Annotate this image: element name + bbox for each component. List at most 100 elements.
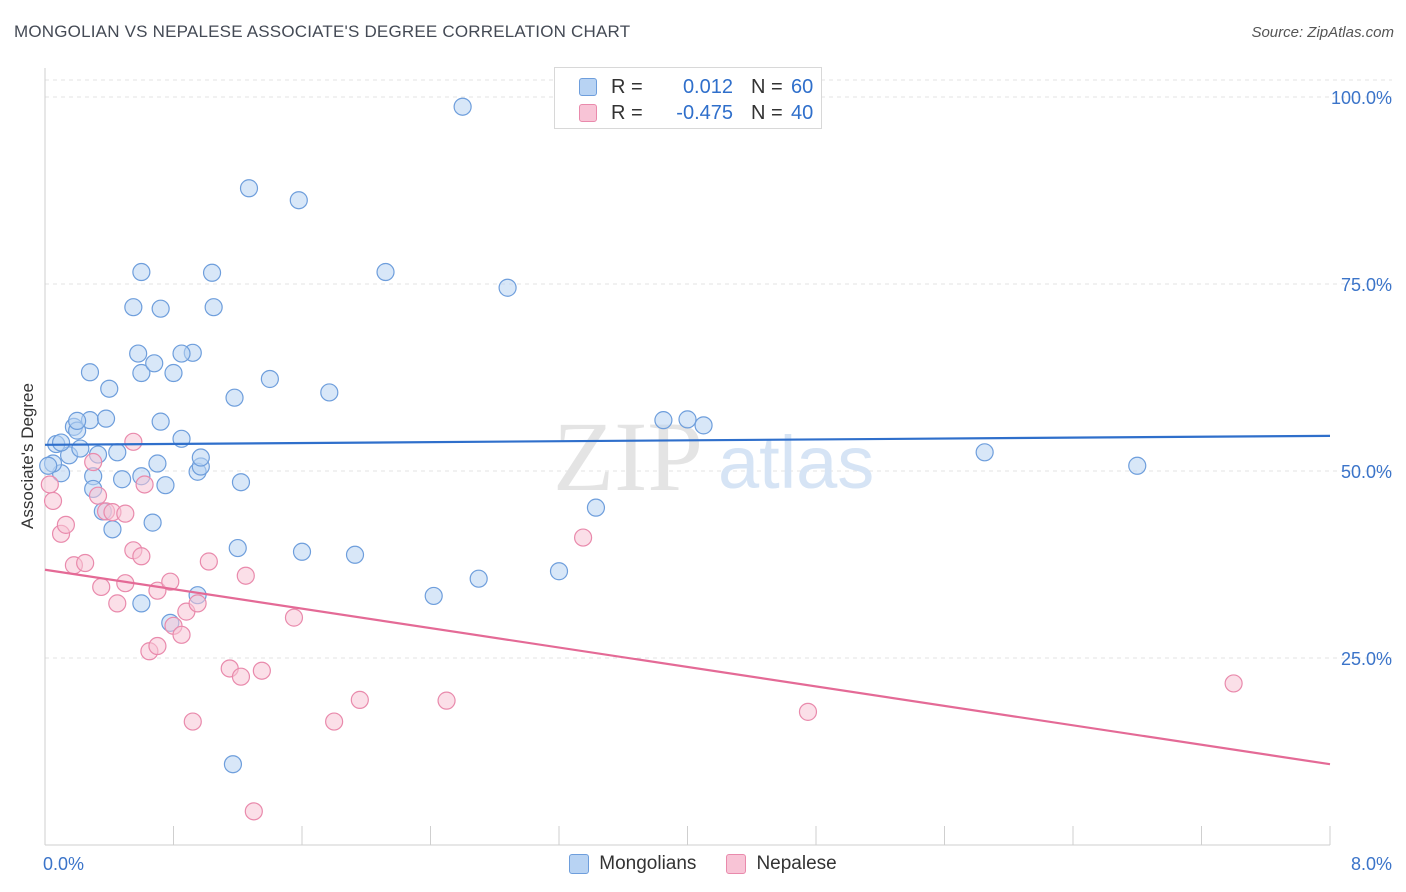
- mongolian-point[interactable]: [96, 409, 116, 428]
- data-points: [39, 97, 1243, 821]
- mongolian-point[interactable]: [225, 388, 244, 407]
- mongolian-point[interactable]: [100, 379, 119, 398]
- mongolians-swatch: [569, 854, 590, 874]
- nepalese-point[interactable]: [183, 712, 202, 731]
- nepalese-point[interactable]: [124, 432, 143, 451]
- nepalese-point[interactable]: [92, 577, 111, 597]
- mongolian-point[interactable]: [191, 448, 210, 467]
- r-value: 0.012: [682, 75, 733, 98]
- n-value: 40: [791, 101, 814, 124]
- nepalese-point[interactable]: [40, 475, 59, 494]
- legend-row-nepalese: R = -0.475 N = 40: [579, 101, 813, 125]
- mongolian-point[interactable]: [156, 476, 175, 495]
- nepalese-point[interactable]: [116, 504, 135, 523]
- nepalese-swatch: [726, 854, 747, 874]
- nepalese-point[interactable]: [798, 702, 818, 721]
- mongolian-point[interactable]: [239, 179, 259, 198]
- mongolian-point[interactable]: [292, 542, 312, 561]
- mongolian-point[interactable]: [145, 354, 164, 373]
- mongolian-point[interactable]: [376, 262, 395, 282]
- mongolian-point[interactable]: [124, 298, 143, 317]
- mongolian-point[interactable]: [132, 594, 151, 613]
- mongolian-point[interactable]: [345, 545, 365, 564]
- mongolian-point[interactable]: [71, 439, 90, 458]
- nepalese-point[interactable]: [325, 712, 344, 731]
- nepalese-point[interactable]: [84, 452, 103, 472]
- watermark-atlas: atlas: [718, 421, 874, 504]
- nepalese-point[interactable]: [1224, 674, 1243, 693]
- nepalese-point[interactable]: [244, 802, 263, 821]
- mongolian-point[interactable]: [975, 443, 994, 462]
- nepalese-point[interactable]: [108, 594, 127, 613]
- mongolian-point[interactable]: [453, 97, 472, 116]
- n-label: N =: [751, 101, 783, 124]
- mongolian-point[interactable]: [424, 586, 443, 606]
- mongolian-point[interactable]: [172, 344, 191, 363]
- mongolian-point[interactable]: [202, 263, 222, 282]
- mongolian-point[interactable]: [103, 520, 122, 539]
- mongolian-point[interactable]: [549, 562, 569, 581]
- mongolian-point[interactable]: [204, 298, 223, 317]
- stats-legend: R = 0.012 N = 60 R = -0.475 N = 40: [554, 67, 822, 129]
- mongolian-point[interactable]: [108, 443, 127, 462]
- nepalese-point[interactable]: [437, 691, 456, 710]
- mongolian-point[interactable]: [148, 454, 167, 473]
- r-value: -0.475: [676, 101, 733, 124]
- mongolian-trend-line: [44, 434, 1331, 446]
- nepalese-point[interactable]: [236, 566, 255, 585]
- mongolian-point[interactable]: [143, 513, 162, 532]
- watermark-zip: ZIP: [553, 401, 703, 512]
- nepalese-point[interactable]: [56, 515, 75, 534]
- nepalese-point[interactable]: [284, 608, 304, 627]
- mongolian-point[interactable]: [68, 411, 87, 430]
- nepalese-point[interactable]: [350, 690, 369, 709]
- mongolian-point[interactable]: [654, 411, 673, 430]
- chart-title: MONGOLIAN VS NEPALESE ASSOCIATE'S DEGREE…: [14, 22, 631, 41]
- r-label: R =: [611, 101, 643, 124]
- mongolian-point[interactable]: [320, 383, 339, 402]
- mongolian-point[interactable]: [694, 416, 713, 435]
- mongolian-point[interactable]: [151, 412, 170, 431]
- mongolian-point[interactable]: [51, 433, 71, 452]
- mongolian-point[interactable]: [39, 456, 58, 475]
- nepalese-point[interactable]: [573, 528, 593, 547]
- legend-item-mongolians[interactable]: Mongolians: [569, 851, 696, 877]
- mongolian-point[interactable]: [164, 363, 183, 383]
- mongolian-point[interactable]: [469, 569, 488, 588]
- series-legend: Mongolians Nepalese: [0, 851, 1406, 877]
- x-tick-label-max: 8.0%: [1351, 854, 1392, 874]
- mongolian-point[interactable]: [112, 470, 132, 489]
- mongolian-point[interactable]: [228, 538, 247, 558]
- mongolian-point[interactable]: [132, 262, 151, 282]
- nepalese-point[interactable]: [188, 594, 207, 613]
- mongolian-point[interactable]: [498, 278, 517, 297]
- nepalese-point[interactable]: [135, 475, 154, 494]
- mongolian-point[interactable]: [1128, 456, 1147, 475]
- mongolian-point[interactable]: [80, 363, 100, 382]
- mongolian-point[interactable]: [231, 473, 251, 492]
- mongolian-point[interactable]: [289, 191, 308, 210]
- mongolian-point[interactable]: [678, 410, 697, 429]
- nepalese-point[interactable]: [88, 486, 108, 505]
- legend-item-nepalese[interactable]: Nepalese: [726, 851, 837, 877]
- nepalese-point[interactable]: [76, 553, 95, 573]
- mongolian-point[interactable]: [151, 299, 170, 318]
- mongolian-point[interactable]: [586, 498, 606, 517]
- nepalese-point[interactable]: [161, 572, 180, 591]
- mongolian-point[interactable]: [129, 344, 148, 363]
- nepalese-point[interactable]: [132, 547, 151, 566]
- n-value: 60: [791, 75, 814, 98]
- nepalese-point[interactable]: [172, 625, 191, 644]
- nepalese-point[interactable]: [252, 661, 271, 680]
- tick-labels: 100.0% 75.0% 50.0% 25.0% 0.0% 8.0%: [43, 88, 1392, 874]
- mongolian-point[interactable]: [132, 363, 151, 383]
- y-tick-label: 100.0%: [1331, 88, 1392, 108]
- mongolian-point[interactable]: [260, 369, 279, 389]
- nepalese-point[interactable]: [148, 636, 167, 656]
- nepalese-point[interactable]: [43, 491, 63, 511]
- nepalese-point[interactable]: [199, 552, 218, 571]
- mongolians-swatch: [579, 78, 597, 96]
- nepalese-point[interactable]: [231, 667, 251, 686]
- mongolian-point[interactable]: [223, 755, 243, 774]
